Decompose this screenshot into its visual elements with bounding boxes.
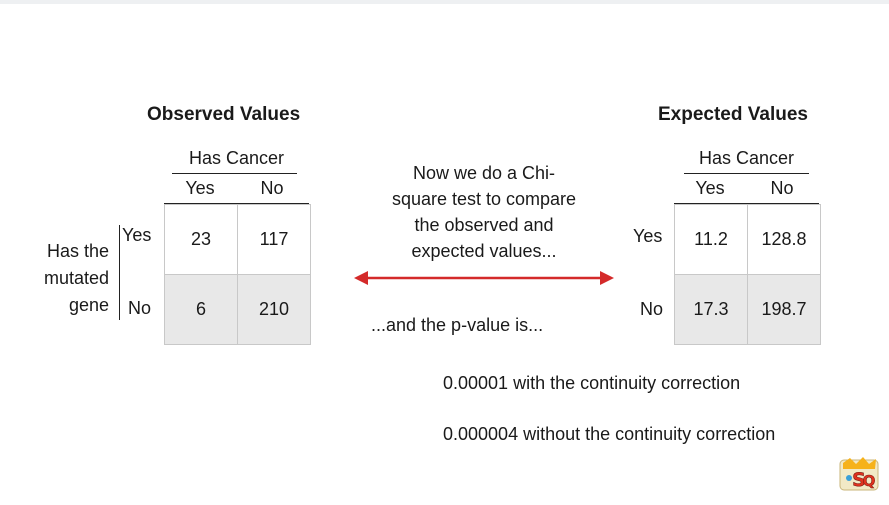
row-group-line: Has the: [46, 241, 109, 261]
expected-col-group-label: Has Cancer: [698, 148, 795, 168]
expected-row-yes: Yes: [633, 226, 663, 246]
expected-col-yes: Yes: [695, 178, 725, 198]
table-row: 23 117: [164, 204, 311, 275]
top-border: [0, 0, 889, 4]
observed-col-rule: [164, 203, 309, 204]
middle-line: expected values...: [411, 241, 557, 261]
observed-row-no: No: [128, 298, 152, 318]
table-row: 11.2 128.8: [674, 204, 821, 275]
observed-row-yes: Yes: [122, 225, 152, 245]
table-row: 6 210: [164, 274, 311, 345]
expected-col-rule: [674, 203, 819, 204]
p-value-without-correction: 0.000004 without the continuity correcti…: [443, 424, 776, 444]
observed-col-group-label: Has Cancer: [188, 148, 285, 168]
expected-col-no: No: [770, 178, 794, 198]
double-arrow-icon: [354, 271, 614, 285]
expected-cell-yes-no: 128.8: [747, 204, 821, 275]
expected-col-group-rule: [684, 173, 809, 174]
expected-cell-yes-yes: 11.2: [674, 204, 748, 275]
middle-line: the observed and: [414, 215, 554, 235]
middle-line: Now we do a Chi-: [412, 163, 556, 183]
expected-table: 11.2 128.8 17.3 198.7: [674, 204, 821, 345]
observed-cell-no-no: 210: [237, 274, 311, 345]
observed-cell-yes-no: 117: [237, 204, 311, 275]
observed-col-group-rule: [172, 173, 297, 174]
expected-row-no: No: [640, 299, 664, 319]
expected-cell-no-no: 198.7: [747, 274, 821, 345]
table-row: 17.3 198.7: [674, 274, 821, 345]
observed-title: Observed Values: [147, 104, 301, 125]
p-value-with-correction: 0.00001 with the continuity correction: [443, 373, 741, 393]
observed-row-rule: [119, 225, 120, 320]
observed-row-group-label: Has the mutated gene: [24, 238, 109, 319]
svg-text:Q: Q: [863, 472, 876, 490]
expected-title: Expected Values: [658, 104, 808, 125]
observed-table: 23 117 6 210: [164, 204, 311, 345]
svg-text:S: S: [852, 469, 866, 491]
middle-line: square test to compare: [391, 189, 577, 209]
p-value-lead: ...and the p-value is...: [371, 315, 544, 335]
row-group-line: gene: [68, 295, 109, 315]
observed-cell-no-yes: 6: [164, 274, 238, 345]
expected-cell-no-yes: 17.3: [674, 274, 748, 345]
observed-col-no: No: [260, 178, 284, 198]
statquest-logo-icon: S Q: [839, 457, 879, 491]
middle-explanation: Now we do a Chi- square test to compare …: [364, 160, 604, 264]
observed-cell-yes-yes: 23: [164, 204, 238, 275]
row-group-line: mutated: [43, 268, 109, 288]
observed-col-yes: Yes: [185, 178, 215, 198]
